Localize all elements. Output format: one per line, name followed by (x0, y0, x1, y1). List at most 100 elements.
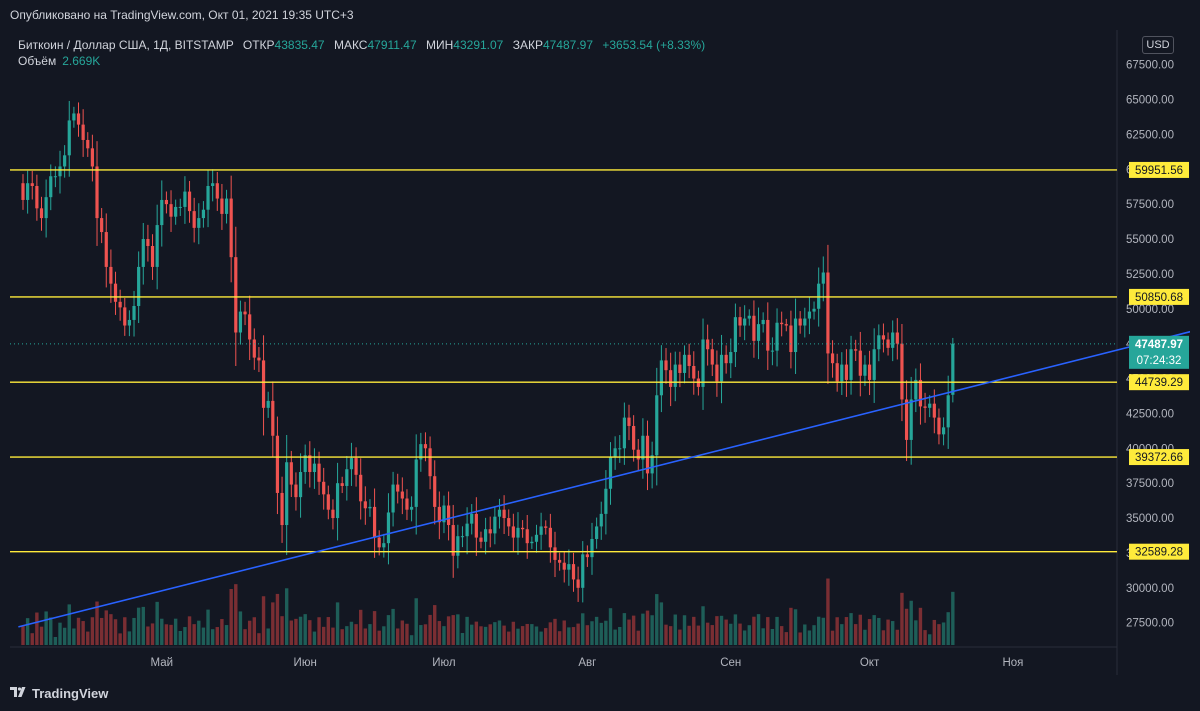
candle-body (289, 462, 293, 485)
candle-body (909, 399, 913, 440)
chart-area[interactable]: 67500.0065000.0062500.0060000.0057500.00… (10, 30, 1190, 675)
candle-body (303, 455, 307, 473)
volume-bar (405, 623, 409, 645)
volume-bar (257, 633, 261, 645)
candle-body (789, 325, 793, 353)
candle-body (123, 307, 127, 326)
candle-body (867, 364, 872, 380)
candle-body (377, 537, 381, 548)
level-price-tag (1129, 288, 1189, 305)
volume-bar (363, 628, 368, 645)
candle-body (100, 218, 104, 233)
candle-body (534, 534, 539, 542)
volume-bar (571, 627, 576, 645)
volume-bar (419, 625, 423, 645)
volume-bar (576, 623, 580, 645)
last-price-label: 47487.97 (1135, 339, 1183, 351)
volume-bar (927, 634, 932, 645)
candle-body (692, 365, 696, 379)
volume-bar (636, 630, 640, 645)
volume-bar (451, 615, 455, 645)
price-chart[interactable]: 67500.0065000.0062500.0060000.0057500.00… (10, 30, 1190, 675)
candle-body (474, 513, 478, 538)
volume-bar (715, 616, 719, 645)
volume-bar (76, 617, 81, 645)
candle-body (396, 484, 400, 492)
candle-body (854, 349, 858, 351)
volume-bar (437, 621, 442, 645)
volume-bar (238, 611, 243, 645)
volume-bar (201, 627, 206, 645)
candle-body (266, 400, 270, 408)
candle-body (113, 283, 118, 302)
volume-bar (104, 610, 108, 645)
volume-bar (544, 628, 548, 645)
volume-bar (803, 624, 807, 645)
volume-bar (428, 614, 432, 645)
candle-body (137, 266, 141, 306)
candle-body (558, 559, 562, 563)
price-tick-label: 42500.00 (1126, 408, 1174, 420)
volume-bar (25, 618, 30, 645)
candle-body (682, 354, 687, 373)
candle-body (678, 364, 682, 373)
candle-body (197, 218, 201, 228)
volume-bar (807, 630, 812, 645)
candle-body (67, 120, 71, 156)
candle-body (275, 435, 280, 493)
candle-body (918, 379, 923, 407)
volume-bar (479, 626, 483, 645)
candle-body (719, 354, 724, 382)
candle-body (405, 498, 409, 510)
volume-bar (761, 628, 765, 645)
candle-body (368, 506, 372, 509)
candle-body (146, 239, 150, 246)
candle-body (63, 155, 67, 167)
candle-body (451, 525, 455, 556)
candle-body (835, 363, 839, 382)
candle-body (877, 335, 881, 350)
volume-bar (280, 616, 284, 645)
candle-body (743, 318, 747, 326)
volume-bar (335, 602, 340, 645)
volume-bar (775, 616, 779, 645)
volume-bar (460, 633, 465, 645)
volume-bar (729, 623, 733, 645)
candle-body (442, 505, 446, 523)
candle-body (400, 491, 404, 499)
trend-line-layer (18, 323, 1190, 628)
volume-bar (150, 623, 155, 645)
volume-bar (53, 637, 58, 645)
volume-bar (520, 626, 525, 645)
candle-body (118, 301, 122, 308)
volume-bar (752, 616, 756, 645)
candle-body (891, 332, 895, 348)
tradingview-logo[interactable]: TradingView (10, 686, 108, 701)
candle-body (76, 113, 81, 125)
candle-body (775, 322, 779, 351)
candle-body (229, 198, 233, 258)
symbol-title[interactable]: Биткоин / Доллар США, 1Д, BITSTAMP (18, 38, 234, 52)
candle-body (160, 199, 164, 226)
candle-body (211, 183, 215, 187)
volume-bar (49, 617, 53, 645)
candle-body (571, 564, 576, 580)
volume-bar (442, 626, 446, 645)
time-tick-label: Июл (432, 657, 455, 669)
candle-body (437, 506, 441, 523)
candle-body (622, 417, 626, 449)
volume-bar (39, 626, 44, 645)
candle-body (590, 538, 594, 558)
close-value: 47487.97 (542, 38, 594, 52)
candle-body (812, 308, 816, 312)
candle-body (104, 232, 108, 267)
volume-bar (414, 598, 418, 645)
volume-bar (317, 617, 321, 645)
candle-body (465, 523, 469, 537)
candle-body (363, 501, 367, 509)
currency-button[interactable]: USD (1142, 36, 1174, 54)
volume-bar (511, 621, 516, 645)
candle-body (715, 364, 719, 382)
candle-body (729, 352, 733, 364)
trend-line[interactable] (18, 323, 1190, 628)
